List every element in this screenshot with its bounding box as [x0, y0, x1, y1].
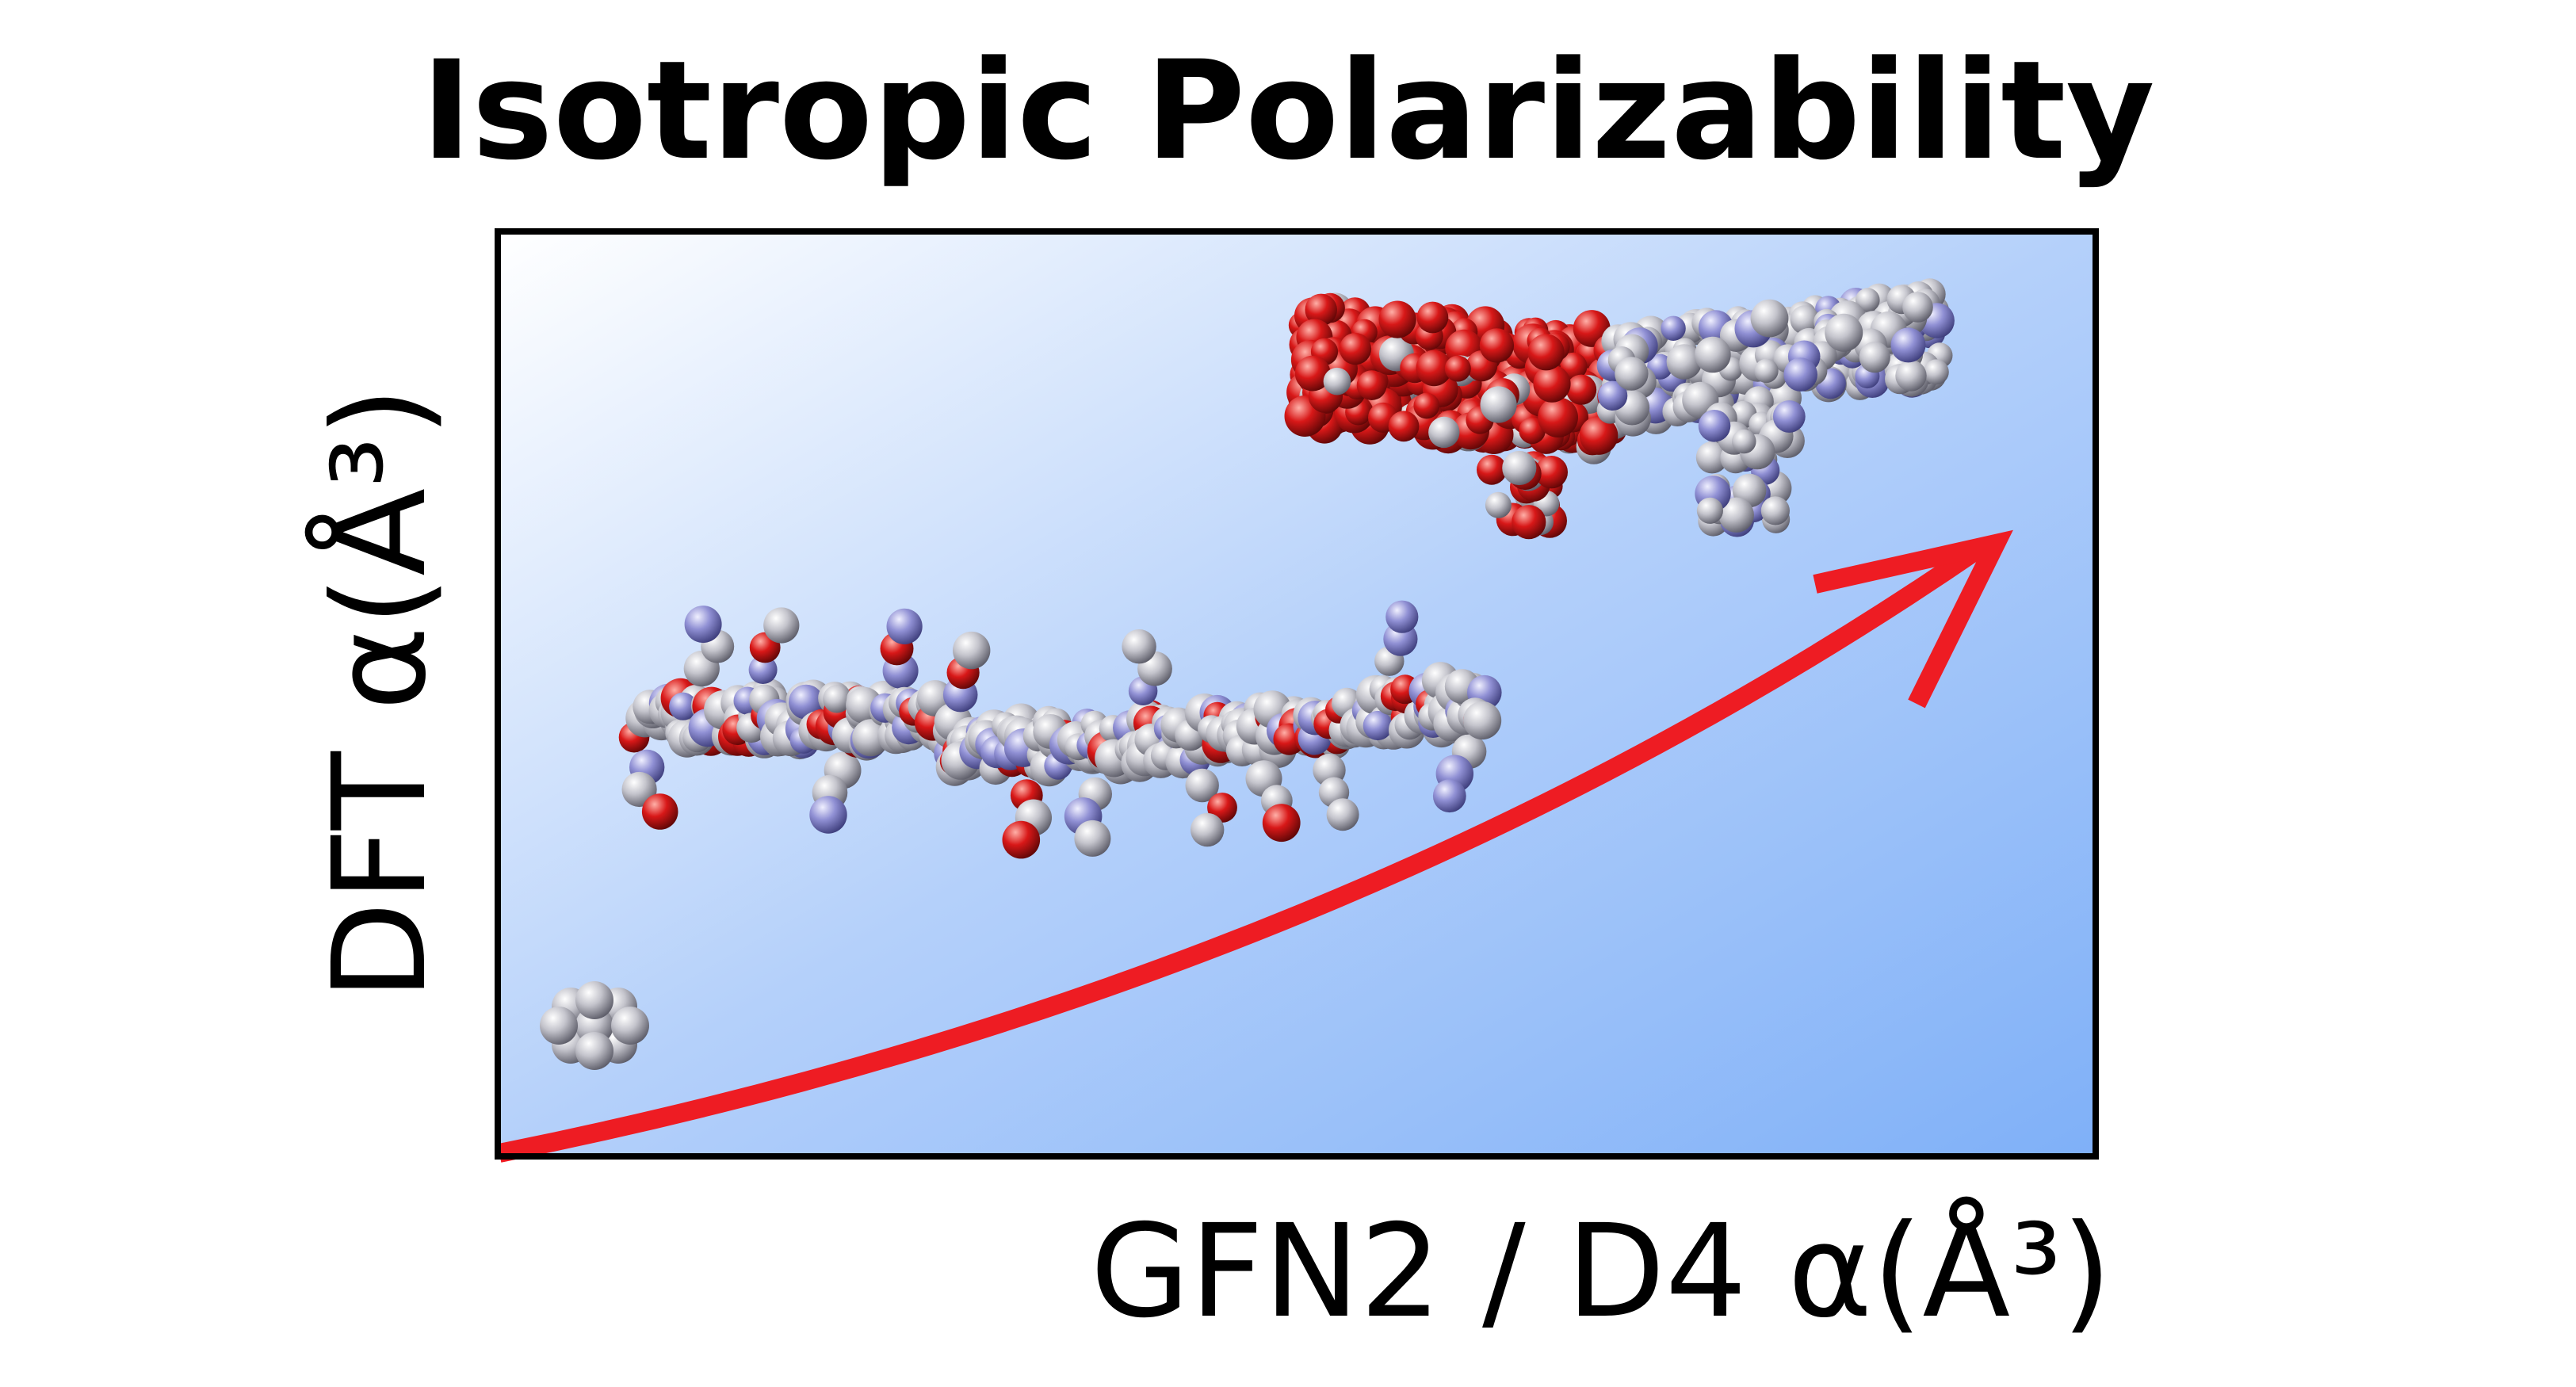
- atom: [1754, 358, 1779, 384]
- atom: [1416, 350, 1452, 387]
- atom: [1718, 497, 1754, 533]
- atom: [1428, 416, 1460, 449]
- atom: [1326, 798, 1359, 831]
- atom: [1750, 299, 1789, 338]
- atom: [575, 1032, 613, 1070]
- atom: [1698, 410, 1731, 442]
- atom: [1732, 429, 1756, 454]
- atom: [1856, 288, 1880, 312]
- atom: [1538, 397, 1578, 437]
- atom: [1432, 779, 1466, 813]
- large-molecule: [1284, 278, 1955, 540]
- atom: [1533, 365, 1571, 403]
- atom: [1695, 336, 1731, 373]
- atom: [1413, 392, 1440, 419]
- atom: [1512, 505, 1546, 540]
- atom: [1339, 333, 1372, 365]
- atom: [1666, 344, 1703, 380]
- plot-frame: [495, 228, 2099, 1160]
- atom: [1385, 600, 1419, 633]
- atom: [1294, 355, 1331, 392]
- atom: [1790, 305, 1820, 334]
- atom: [1859, 342, 1890, 373]
- atom: [1363, 710, 1393, 741]
- atom: [1002, 820, 1041, 859]
- atom: [1416, 301, 1449, 334]
- atom: [1895, 360, 1927, 392]
- atom: [1479, 328, 1515, 363]
- atom: [886, 608, 923, 645]
- atom: [1480, 386, 1517, 423]
- atom: [1597, 380, 1628, 411]
- y-axis-label: DFT α(Å³): [306, 386, 455, 1001]
- atom: [1695, 441, 1729, 474]
- atom: [1323, 367, 1351, 395]
- atom: [1890, 327, 1926, 363]
- atom: [1485, 491, 1512, 518]
- atom: [1535, 456, 1569, 489]
- atom: [684, 606, 722, 644]
- atom: [1074, 820, 1111, 857]
- atom: [1444, 355, 1471, 382]
- atom: [1185, 768, 1219, 803]
- atom: [1305, 293, 1337, 327]
- atom: [953, 631, 991, 670]
- atom: [1477, 454, 1507, 485]
- small-molecule: [540, 981, 649, 1070]
- atom: [1378, 300, 1416, 338]
- figure-title: Isotropic Polarizability: [421, 31, 2155, 190]
- atom: [669, 692, 698, 720]
- atom: [1122, 629, 1156, 664]
- medium-molecule-chain: [618, 600, 1502, 859]
- atom: [1783, 357, 1817, 392]
- atom: [1463, 701, 1502, 740]
- atom: [1902, 292, 1933, 323]
- atom: [575, 981, 613, 1019]
- atom: [748, 655, 778, 684]
- atom: [1502, 450, 1537, 486]
- atom: [1696, 497, 1723, 524]
- atom: [823, 685, 851, 713]
- atom: [611, 1007, 649, 1045]
- atom: [1566, 374, 1597, 405]
- atom: [789, 684, 824, 720]
- atom: [1825, 313, 1863, 352]
- atom: [1262, 804, 1301, 843]
- atom: [1191, 812, 1225, 847]
- atom: [1661, 315, 1686, 341]
- atom: [1527, 334, 1565, 371]
- trend-arrow-curve: [497, 539, 1987, 1163]
- atom: [1519, 417, 1546, 445]
- trend-arrow-head: [1813, 529, 2013, 709]
- atom: [763, 607, 800, 644]
- x-axis-label: GFN2 / D4 α(Å³): [1090, 1198, 2112, 1347]
- atom: [1760, 496, 1790, 525]
- atom: [1388, 411, 1420, 442]
- atom: [1615, 357, 1649, 391]
- atom: [809, 796, 847, 834]
- molecules-group: [540, 278, 1955, 1070]
- atom: [1356, 370, 1387, 400]
- atom: [1924, 359, 1949, 385]
- atom: [1772, 400, 1806, 433]
- atom: [641, 793, 678, 830]
- atom: [1579, 416, 1619, 455]
- atom: [540, 1007, 578, 1045]
